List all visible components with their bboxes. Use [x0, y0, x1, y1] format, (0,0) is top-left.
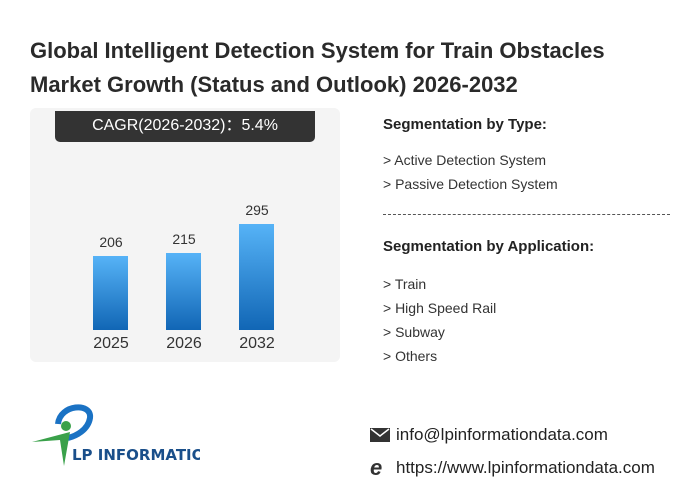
- application-item: > Subway: [383, 324, 445, 340]
- type-item: > Passive Detection System: [383, 176, 558, 192]
- application-item: > Others: [383, 348, 438, 364]
- bar-2026: [166, 252, 201, 330]
- website-link[interactable]: https://www.lpinformationdata.com: [396, 458, 655, 477]
- browser-icon: e: [370, 455, 383, 480]
- cagr-badge: CAGR(2026-2032)：5.4%: [55, 111, 315, 142]
- value-label: 215: [172, 230, 196, 247]
- application-item: > High Speed Rail: [383, 300, 497, 316]
- logo-text: LP INFORMATION: [72, 446, 200, 464]
- application-item: > Train: [383, 276, 427, 292]
- divider: [383, 214, 670, 215]
- application-heading: Segmentation by Application:: [383, 238, 595, 255]
- email-contact[interactable]: info@lpinformationdata.com: [370, 425, 608, 445]
- logo-icon: LP INFORMATION: [32, 404, 217, 466]
- lp-information-logo: LP INFORMATION: [30, 402, 217, 468]
- value-label: 295: [245, 201, 269, 218]
- type-heading: Segmentation by Type:: [383, 116, 547, 133]
- year-label: 2025: [93, 335, 129, 352]
- type-item: > Active Detection System: [383, 152, 547, 168]
- title-line-2: Market Growth (Status and Outlook) 2026-…: [30, 72, 518, 97]
- bar-2025: [93, 255, 128, 330]
- page-title: Global Intelligent Detection System for …: [30, 34, 605, 102]
- value-label: 206: [99, 233, 123, 250]
- url-contact[interactable]: e https://www.lpinformationdata.com: [370, 455, 655, 481]
- mail-icon: [370, 428, 390, 442]
- email-link[interactable]: info@lpinformationdata.com: [396, 425, 608, 444]
- year-label: 2032: [239, 335, 275, 352]
- bar-2032: [239, 223, 274, 330]
- year-label: 2026: [166, 335, 202, 352]
- title-line-1: Global Intelligent Detection System for …: [30, 38, 605, 63]
